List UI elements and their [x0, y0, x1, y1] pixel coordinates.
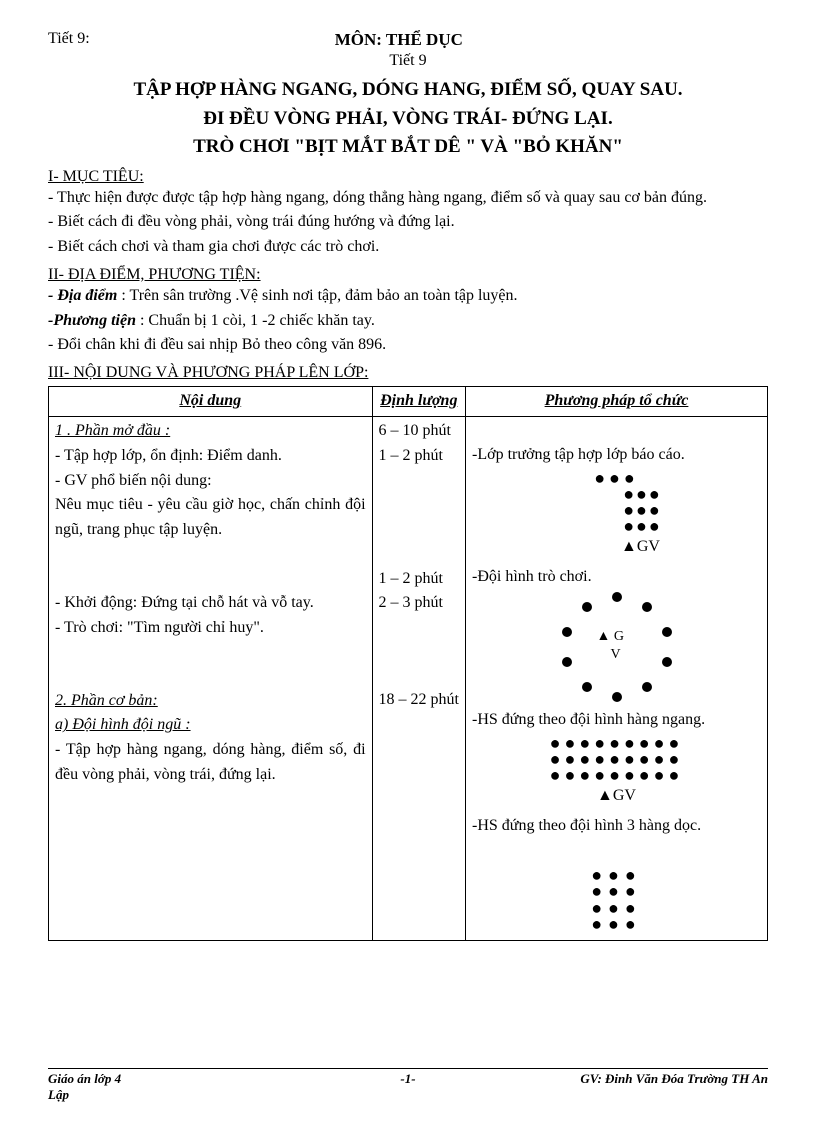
cell-noidung: 1 . Phần mở đầu : - Tập hợp lớp, ổn định… [49, 417, 373, 941]
content-table: Nội dung Định lượng Phương pháp tổ chức … [48, 386, 768, 941]
section-3-head: III- NỘI DUNG VÀ PHƯƠNG PHÁP LÊN LỚP: [48, 364, 768, 382]
subject-title: MÔN: THỂ DỤC [90, 30, 708, 50]
sec2-location: - Địa điểm : Trên sân trường .Vệ sinh nơ… [48, 284, 768, 309]
formation-diagram-circle: ▲ G V [472, 592, 761, 702]
formation-diagram-2: ●●●●●●●●● ●●●●●●●●● ●●●●●●●●● ▲GV [472, 735, 761, 808]
p2-title: 2. Phần cơ bản: [55, 689, 366, 714]
lesson-number: Tiết 9: [48, 30, 90, 50]
dot-row: ●●● [472, 518, 761, 534]
dot-row: ●●●●●●●●● [472, 767, 761, 783]
p1-b: - GV phổ biến nội dung: [55, 469, 366, 494]
sec2-extra: - Đổi chân khi đi đều sai nhịp Bỏ theo c… [48, 333, 768, 358]
p1-d: - Khởi động: Đứng tại chỗ hát và vỗ tay. [55, 591, 366, 616]
loc-text: : Trên sân trường .Vệ sinh nơi tập, đảm … [117, 287, 517, 304]
page-footer: Giáo án lớp 4Lập -1- GV: Đinh Văn Đóa Tr… [48, 1068, 768, 1103]
pp-line-4: -HS đứng theo đội hình 3 hàng dọc. [472, 814, 761, 839]
formation-diagram-1: ●●● ●●● ●●● ●●● ▲GV [472, 470, 761, 560]
p1-c: Nêu mục tiêu - yêu cầu giờ học, chấn chỉ… [55, 493, 366, 543]
p1-title: 1 . Phần mở đầu : [55, 419, 366, 444]
dl-4: 2 – 3 phút [379, 591, 459, 616]
table-body-row: 1 . Phần mở đầu : - Tập hợp lớp, ổn định… [49, 417, 768, 941]
gv-marker: ▲GV [472, 535, 761, 560]
gv-center-v: V [611, 644, 621, 666]
title-line-3: TRÒ CHƠI "BỊT MẮT BẮT DÊ " VÀ "BỎ KHĂN" [48, 133, 768, 162]
sec2-equipment: -Phương tiện : Chuẩn bị 1 còi, 1 -2 chiế… [48, 309, 768, 334]
dl-3: 1 – 2 phút [379, 567, 459, 592]
main-title: TẬP HỢP HÀNG NGANG, DÓNG HANG, ĐIỂM SỐ, … [48, 76, 768, 162]
cell-dinhluong: 6 – 10 phút 1 – 2 phút 1 – 2 phút 2 – 3 … [372, 417, 465, 941]
lesson-sub: Tiết 9 [48, 52, 768, 70]
sec1-item-2: - Biết cách đi đều vòng phải, vòng trái … [48, 210, 768, 235]
footer-center: -1- [288, 1071, 528, 1103]
dl-2: 1 – 2 phút [379, 444, 459, 469]
cell-phuongphap: -Lớp trưởng tập hợp lớp báo cáo. ●●● ●●●… [466, 417, 768, 941]
footer-left: Giáo án lớp 4Lập [48, 1071, 288, 1103]
eq-text: : Chuẩn bị 1 còi, 1 -2 chiếc khăn tay. [136, 312, 375, 329]
dl-1: 6 – 10 phút [379, 419, 459, 444]
dot-row: ●●● [472, 916, 761, 932]
sec1-item-3: - Biết cách chơi và tham gia chơi được c… [48, 235, 768, 260]
dl-5: 18 – 22 phút [379, 688, 459, 713]
footer-right: GV: Đinh Văn Đóa Trường TH An [528, 1071, 768, 1103]
header-row: Tiết 9: MÔN: THỂ DỤC [48, 30, 768, 50]
p1-e: - Trò chơi: "Tìm người chỉ huy". [55, 616, 366, 641]
th-noidung: Nội dung [49, 387, 373, 417]
sec1-item-1: - Thực hiện được được tập hợp hàng ngang… [48, 186, 768, 211]
pp-line-3: -HS đứng theo đội hình hàng ngang. [472, 708, 761, 733]
th-phuongphap: Phương pháp tổ chức [466, 387, 768, 417]
formation-diagram-3: ●●● ●●● ●●● ●●● [472, 867, 761, 932]
title-line-2: ĐI ĐỀU VÒNG PHẢI, VÒNG TRÁI- ĐỨNG LẠI. [48, 105, 768, 134]
pp-line-2: -Đội hình trò chơi. [472, 565, 761, 590]
pp-line-1: -Lớp trưởng tập hợp lớp báo cáo. [472, 443, 761, 468]
p2-sub: a) Đội hình đội ngũ : [55, 713, 366, 738]
p1-a: - Tập hợp lớp, ổn định: Điểm danh. [55, 444, 366, 469]
th-dinhluong: Định lượng [372, 387, 465, 417]
eq-label: -Phương tiện [48, 312, 136, 329]
table-header-row: Nội dung Định lượng Phương pháp tổ chức [49, 387, 768, 417]
section-2-head: II- ĐỊA ĐIỂM, PHƯƠNG TIỆN: [48, 266, 768, 284]
circle-formation: ▲ G V [557, 592, 677, 702]
section-1-head: I- MỤC TIÊU: [48, 168, 768, 186]
p2-a: - Tập hợp hàng ngang, dóng hàng, điểm số… [55, 738, 366, 788]
gv-marker: ▲GV [472, 784, 761, 809]
loc-label: - Địa điểm [48, 287, 117, 304]
title-line-1: TẬP HỢP HÀNG NGANG, DÓNG HANG, ĐIỂM SỐ, … [48, 76, 768, 105]
